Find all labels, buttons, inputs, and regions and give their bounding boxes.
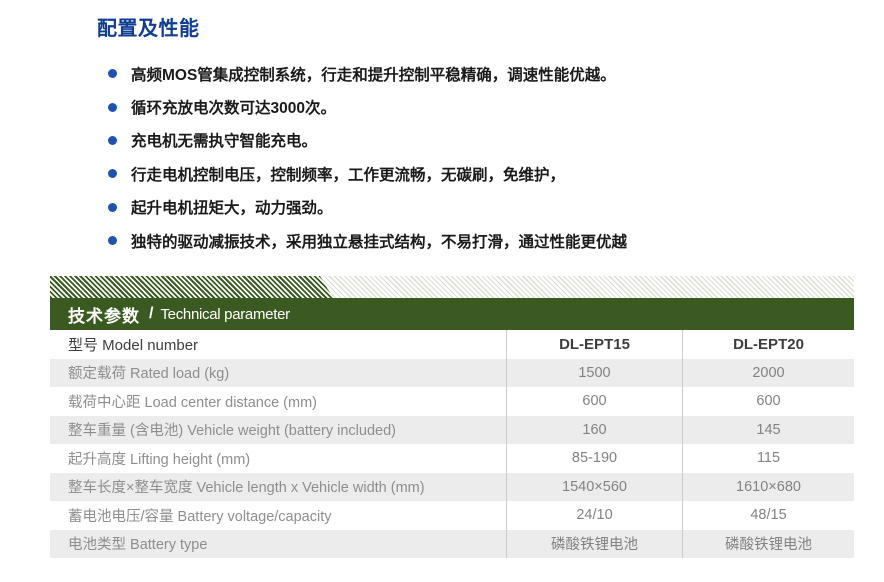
- feature-text: 充电机无需执守智能充电。: [131, 133, 318, 151]
- bullet-icon: [108, 102, 117, 112]
- tech-bar-separator: /: [149, 305, 154, 322]
- bullet-icon: [108, 69, 117, 79]
- row-value-ept15: 1500: [506, 358, 682, 387]
- section-title-configuration: 配置及性能: [97, 18, 200, 40]
- row-value-ept15: 磷酸铁锂电池: [506, 529, 682, 558]
- feature-text: 起升电机扭矩大，动力强劲。: [131, 200, 333, 218]
- diagonal-stripes-decoration: [50, 276, 854, 298]
- list-item: 起升电机扭矩大，动力强劲。: [108, 191, 828, 224]
- bullet-icon: [108, 169, 117, 179]
- table-row-battery-voltage: 蓄电池电压/容量 Battery voltage/capacity 24/10 …: [50, 501, 854, 530]
- row-value-ept20: 600: [682, 387, 854, 416]
- row-label: 额定载荷 Rated load (kg): [68, 366, 230, 383]
- row-value-ept20: DL-EPT20: [682, 330, 854, 359]
- bullet-icon: [108, 135, 117, 145]
- row-value-ept15: 24/10: [506, 501, 682, 530]
- feature-text: 独特的驱动减振技术，采用独立悬挂式结构，不易打滑，通过性能更优越: [131, 233, 628, 251]
- row-label: 蓄电池电压/容量 Battery voltage/capacity: [68, 508, 332, 525]
- row-label: 电池类型 Battery type: [68, 537, 208, 554]
- table-row-model: 型号 Model number DL-EPT15 DL-EPT20: [50, 330, 854, 359]
- row-value-ept20: 145: [682, 415, 854, 444]
- row-value-ept15: 1540×560: [506, 472, 682, 501]
- table-row-rated-load: 额定载荷 Rated load (kg) 1500 2000: [50, 358, 854, 387]
- feature-text: 循环充放电次数可达3000次。: [131, 100, 336, 118]
- row-value-ept20: 2000: [682, 358, 854, 387]
- list-item: 充电机无需执守智能充电。: [108, 124, 828, 157]
- row-value-ept15: DL-EPT15: [506, 330, 682, 359]
- feature-list: 高频MOS管集成控制系统，行走和提升控制平稳精确，调速性能优越。 循环充放电次数…: [108, 57, 828, 257]
- bullet-icon: [108, 202, 117, 212]
- table-row-load-center: 载荷中心距 Load center distance (mm) 600 600: [50, 387, 854, 416]
- table-row-lifting-height: 起升高度 Lifting height (mm) 85-190 115: [50, 444, 854, 473]
- row-label: 整车长度×整车宽度 Vehicle length x Vehicle width…: [68, 480, 425, 497]
- bullet-icon: [108, 236, 117, 246]
- row-label: 整车重量 (含电池) Vehicle weight (battery inclu…: [68, 423, 396, 440]
- row-label: 型号 Model number: [68, 336, 199, 354]
- list-item: 循环充放电次数可达3000次。: [108, 90, 828, 123]
- list-item: 行走电机控制电压，控制频率，工作更流畅，无碳刷，免维护，: [108, 157, 828, 190]
- row-value-ept15: 85-190: [506, 444, 682, 473]
- diagonal-stripes-green: [50, 276, 333, 298]
- tech-bar-title-zh: 技术参数: [68, 306, 140, 326]
- row-value-ept20: 磷酸铁锂电池: [682, 529, 854, 558]
- table-row-vehicle-weight: 整车重量 (含电池) Vehicle weight (battery inclu…: [50, 415, 854, 444]
- row-value-ept20: 48/15: [682, 501, 854, 530]
- tech-bar-title-en: Technical parameter: [160, 305, 290, 323]
- row-value-ept20: 1610×680: [682, 472, 854, 501]
- table-row-battery-type: 电池类型 Battery type 磷酸铁锂电池 磷酸铁锂电池: [50, 529, 854, 558]
- row-value-ept15: 160: [506, 415, 682, 444]
- row-label: 起升高度 Lifting height (mm): [68, 451, 251, 468]
- row-value-ept20: 115: [682, 444, 854, 473]
- parameter-table: 型号 Model number DL-EPT15 DL-EPT20 额定载荷 R…: [50, 330, 854, 558]
- row-value-ept15: 600: [506, 387, 682, 416]
- table-row-length-width: 整车长度×整车宽度 Vehicle length x Vehicle width…: [50, 472, 854, 501]
- list-item: 独特的驱动减振技术，采用独立悬挂式结构，不易打滑，通过性能更优越: [108, 224, 828, 257]
- technical-parameter-header-bar: 技术参数 / Technical parameter: [50, 298, 854, 330]
- row-label: 载荷中心距 Load center distance (mm): [68, 394, 317, 411]
- feature-text: 高频MOS管集成控制系统，行走和提升控制平稳精确，调速性能优越。: [131, 66, 616, 84]
- feature-text: 行走电机控制电压，控制频率，工作更流畅，无碳刷，免维护，: [131, 166, 566, 184]
- list-item: 高频MOS管集成控制系统，行走和提升控制平稳精确，调速性能优越。: [108, 57, 828, 90]
